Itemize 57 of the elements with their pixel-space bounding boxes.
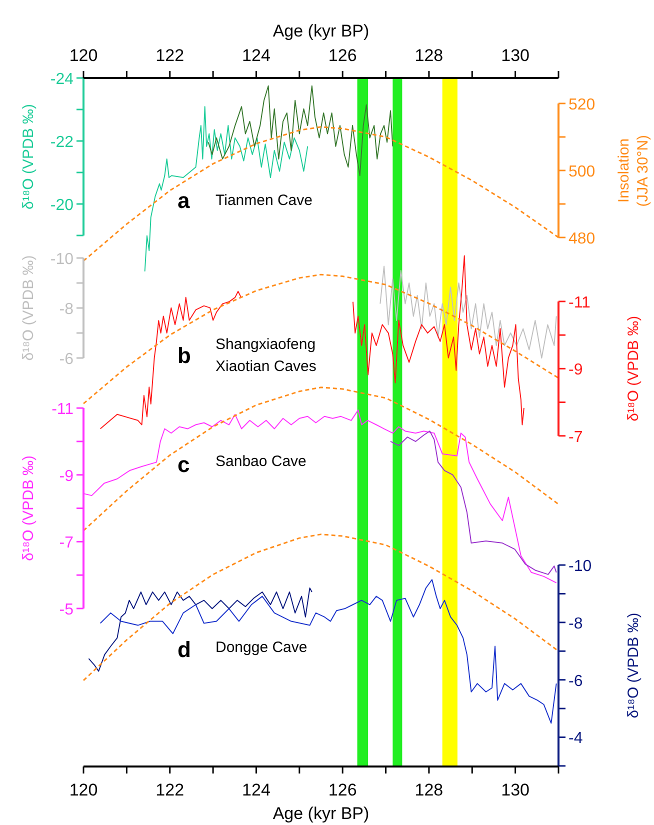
x2-axis-title: Age (kyr BP) [272, 22, 370, 40]
y-tick-label: -10 [50, 251, 74, 268]
y-tick-label: -24 [50, 71, 74, 88]
y-tick-label: -8 [59, 301, 74, 318]
y2-axis-title: δ¹⁸O (VPDB ‰) [625, 612, 642, 718]
x-axis-title: Age (kyr BP) [272, 804, 370, 823]
y-axis-title: δ¹⁸O (VPDB ‰) [20, 104, 37, 210]
y2-tick-label: -10 [568, 558, 592, 576]
annotation: Sanbao Cave [216, 453, 306, 470]
x2-tick-label: 124 [242, 46, 270, 65]
y2-tick-label: 520 [568, 96, 596, 114]
y-tick-label: -9 [59, 468, 74, 485]
y2-tick-label: -4 [568, 730, 583, 748]
x2-tick-label: 126 [328, 46, 357, 65]
line-series [208, 85, 394, 176]
y2-tick-label: 480 [568, 230, 596, 248]
annotation: c [178, 452, 190, 477]
x-tick-label: 120 [69, 780, 98, 800]
x2-tick-label: 130 [501, 46, 530, 65]
y2-axis-title: Insolation (JJA 30°N) [616, 134, 652, 207]
line-series [88, 587, 312, 672]
x2-tick-label: 128 [414, 46, 444, 65]
line-series [100, 579, 557, 724]
annotation: Dongge Cave [216, 639, 308, 656]
y-tick-label: -20 [50, 196, 74, 214]
annotation: a [178, 188, 190, 213]
annotation: d [178, 637, 191, 662]
annotation: b [178, 343, 191, 368]
y2-tick-label: 500 [568, 163, 596, 180]
y-tick-label: -11 [52, 401, 74, 418]
y2-tick-label: -7 [568, 428, 583, 446]
line-series [82, 386, 560, 532]
line-series [82, 274, 560, 404]
annotation: Tianmen Cave [216, 192, 312, 209]
y2-axis-title: δ¹⁸O (VPDB ‰) [625, 316, 642, 422]
y-tick-label: -5 [59, 601, 74, 618]
y-tick-label: -6 [59, 351, 74, 368]
y2-tick-label: -8 [568, 615, 583, 632]
x2-tick-label: 122 [156, 46, 184, 65]
x-tick-label: 126 [328, 780, 357, 800]
annotation: Xiaotian Caves [216, 358, 316, 375]
x-tick-label: 124 [242, 780, 270, 800]
y-axis-title: δ¹⁸O (VPDB ‰) [20, 255, 37, 361]
line-series [390, 430, 557, 575]
x-tick-label: 128 [414, 780, 444, 800]
annotation: Shangxiaofeng [216, 336, 316, 353]
x-tick-label: 130 [501, 780, 530, 800]
line-series [380, 266, 557, 358]
y2-tick-label: -9 [568, 362, 583, 379]
x2-tick-label: 120 [69, 46, 98, 65]
line-series [82, 534, 560, 682]
y-axis-title: δ¹⁸O (VPDB ‰) [20, 456, 37, 562]
y2-tick-label: -6 [568, 672, 583, 690]
x-tick-label: 122 [156, 780, 184, 800]
y2-tick-label: -11 [568, 294, 591, 312]
y-tick-label: -7 [59, 534, 74, 552]
y-tick-label: -22 [50, 134, 74, 151]
